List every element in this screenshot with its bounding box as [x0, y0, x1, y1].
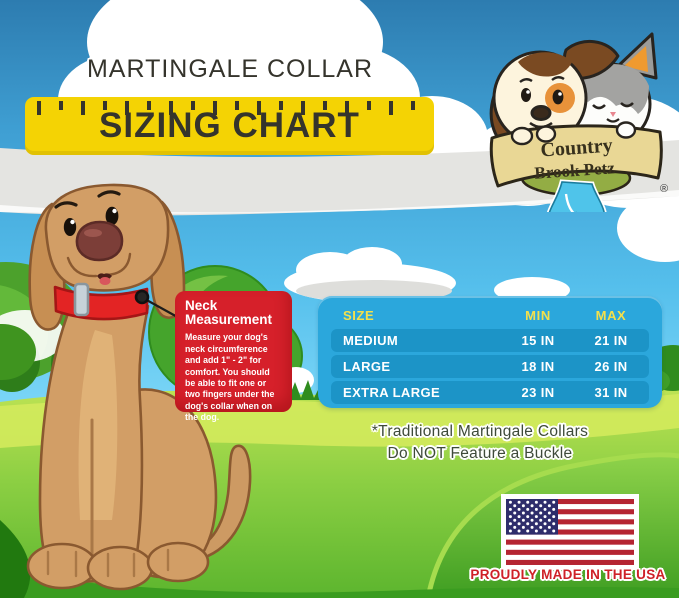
max-cell: 31 IN: [594, 385, 628, 400]
column-header-size: SIZE: [343, 307, 375, 323]
column-header-max: MAX: [595, 307, 627, 323]
min-cell: 23 IN: [521, 385, 555, 400]
callout-pointer-line: [141, 296, 183, 321]
dog-collar: [53, 285, 149, 321]
size-cell: LARGE: [343, 359, 391, 374]
table-row-large: LARGE 18 IN 26 IN: [331, 355, 649, 378]
note-line2: Do NOT Feature a Buckle: [387, 445, 573, 462]
table-header-row: SIZE MIN MAX: [331, 304, 649, 326]
dog-paw: [86, 545, 154, 591]
made-in-usa-label: PROUDLY MADE IN THE USA: [470, 567, 666, 582]
min-cell: 18 IN: [521, 359, 555, 374]
table-row-medium: MEDIUM 15 IN 21 IN: [331, 329, 649, 352]
size-cell: EXTRA LARGE: [343, 385, 441, 400]
min-cell: 15 IN: [521, 333, 555, 348]
neck-measurement-callout: Neck Measurement Measure your dog's neck…: [175, 291, 292, 422]
ruler-ticks-short: [59, 101, 424, 110]
max-cell: 26 IN: [594, 359, 628, 374]
mid-clouds: [284, 247, 570, 303]
dog-illustration: [26, 183, 252, 591]
max-cell: 21 IN: [594, 333, 628, 348]
logo-water-splash: [546, 179, 607, 212]
country-brook-petz-logo: Country Brook Petz ®: [489, 32, 668, 212]
dog-tail: [190, 444, 252, 562]
ruler-banner: SIZING CHART: [25, 97, 434, 155]
callout-title: Neck Measurement: [185, 298, 273, 328]
bottom-left-shade: [0, 520, 31, 598]
size-chart-table: SIZE MIN MAX MEDIUM 15 IN 21 IN LARGE 18…: [318, 296, 662, 408]
logo-banner: [489, 124, 663, 188]
note-line1: *Traditional Martingale Collars: [371, 423, 589, 440]
dog-paw: [146, 541, 210, 583]
callout-body: Measure your dog's neck circumference an…: [185, 332, 275, 423]
registered-mark: ®: [660, 183, 668, 195]
collar-tag-dot: [134, 289, 150, 305]
logo-text-line1: Country: [540, 135, 614, 162]
page-title: SIZING CHART: [99, 106, 360, 145]
table-row-extra-large: EXTRA LARGE 23 IN 31 IN: [331, 381, 649, 404]
right-hill-rim: [425, 452, 679, 598]
usa-flag: [501, 494, 639, 570]
dog-nose: [75, 220, 124, 262]
buckle-note: *Traditional Martingale Collars Do NOT F…: [320, 421, 640, 465]
logo-paws: [510, 121, 637, 146]
dog-eye: [63, 218, 77, 236]
kicker-title: MARTINGALE COLLAR: [86, 55, 374, 83]
dog-paw: [26, 542, 98, 590]
size-cell: MEDIUM: [343, 333, 399, 348]
flag-stars: [508, 500, 556, 533]
column-header-min: MIN: [525, 307, 551, 323]
bottom-grass-band: [0, 572, 679, 598]
collar-buckle: [73, 282, 90, 317]
dog-tongue: [99, 277, 111, 285]
